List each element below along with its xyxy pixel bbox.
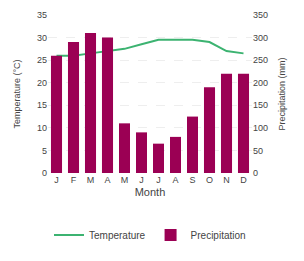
- svg-text:0: 0: [42, 168, 47, 178]
- svg-text:350: 350: [253, 10, 268, 20]
- svg-text:15: 15: [37, 100, 47, 110]
- svg-text:M: M: [87, 175, 95, 185]
- svg-text:M: M: [121, 175, 129, 185]
- svg-text:5: 5: [42, 146, 47, 156]
- svg-text:300: 300: [253, 33, 268, 43]
- svg-text:25: 25: [37, 55, 47, 65]
- svg-text:D: D: [240, 175, 247, 185]
- svg-text:A: A: [172, 175, 178, 185]
- svg-text:A: A: [104, 175, 110, 185]
- svg-text:F: F: [71, 175, 77, 185]
- svg-text:Temperature: Temperature: [89, 230, 146, 241]
- svg-text:30: 30: [37, 33, 47, 43]
- svg-text:10: 10: [37, 123, 47, 133]
- svg-text:Precipitation: Precipitation: [191, 230, 246, 241]
- svg-text:20: 20: [37, 78, 47, 88]
- svg-text:S: S: [189, 175, 195, 185]
- svg-text:Temperature (°C): Temperature (°C): [12, 59, 22, 128]
- svg-text:200: 200: [253, 78, 268, 88]
- svg-text:100: 100: [253, 123, 268, 133]
- svg-text:250: 250: [253, 55, 268, 65]
- svg-text:Precipitation (mm): Precipitation (mm): [277, 57, 287, 130]
- svg-text:O: O: [206, 175, 213, 185]
- svg-text:N: N: [223, 175, 230, 185]
- svg-text:Month: Month: [135, 186, 166, 198]
- svg-text:0: 0: [253, 168, 258, 178]
- svg-text:35: 35: [37, 10, 47, 20]
- svg-text:J: J: [139, 175, 144, 185]
- svg-text:50: 50: [253, 146, 263, 156]
- svg-text:J: J: [54, 175, 59, 185]
- svg-text:150: 150: [253, 100, 268, 110]
- svg-text:J: J: [156, 175, 161, 185]
